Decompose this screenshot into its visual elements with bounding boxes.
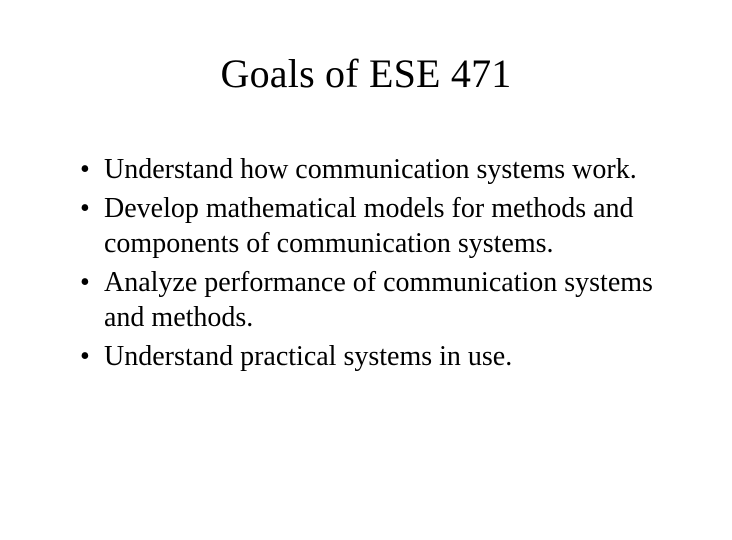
bullet-list: Understand how communication systems wor… xyxy=(60,152,672,374)
list-item: Develop mathematical models for methods … xyxy=(80,191,672,261)
list-item: Understand how communication systems wor… xyxy=(80,152,672,187)
slide-title: Goals of ESE 471 xyxy=(60,50,672,97)
list-item: Understand practical systems in use. xyxy=(80,339,672,374)
list-item: Analyze performance of communication sys… xyxy=(80,265,672,335)
slide: Goals of ESE 471 Understand how communic… xyxy=(0,0,732,540)
